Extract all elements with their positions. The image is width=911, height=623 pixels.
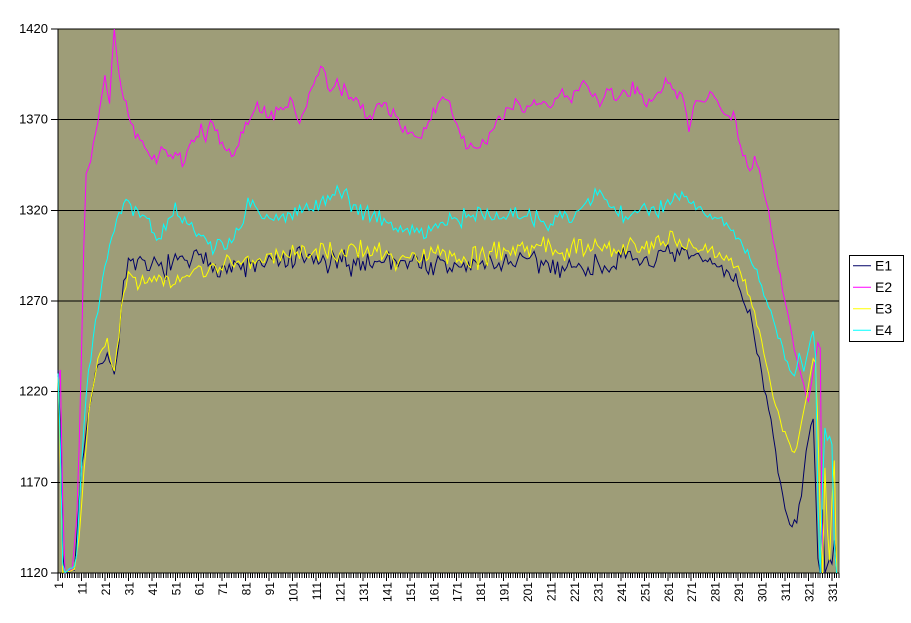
x-tick-label: 211 xyxy=(545,582,559,601)
x-tick-label: 251 xyxy=(638,582,652,602)
x-tick-label: 101 xyxy=(287,582,301,602)
gridlines xyxy=(58,28,839,483)
y-tick-label: 1420 xyxy=(19,21,48,36)
x-tick-label: 11 xyxy=(75,582,89,595)
x-tick-label: 1 xyxy=(52,582,66,589)
x-tick-label: 91 xyxy=(263,582,277,596)
legend-item-label: E1 xyxy=(875,257,892,273)
x-tick-label: 301 xyxy=(756,582,770,602)
x-tick-label: 231 xyxy=(591,582,605,602)
legend-item-label: E4 xyxy=(875,322,892,338)
x-tick-label: 281 xyxy=(709,582,723,602)
x-tick-label: 221 xyxy=(568,582,582,602)
x-tick-label: 291 xyxy=(732,582,746,602)
series-line-e3 xyxy=(57,230,838,574)
x-tick-label: 261 xyxy=(662,582,676,602)
x-tick-label: 141 xyxy=(380,582,394,602)
y-tick-label: 1320 xyxy=(19,202,48,217)
series-line-e2 xyxy=(57,28,824,575)
legend-box xyxy=(849,255,904,342)
y-tick-label: 1120 xyxy=(20,565,48,580)
legend: E1 E2 E3 E4 xyxy=(849,255,904,342)
y-tick-label: 1170 xyxy=(20,474,48,489)
legend-item-label: E2 xyxy=(875,279,892,295)
x-tick-label: 31 xyxy=(122,582,136,596)
x-tick-label: 51 xyxy=(169,582,183,596)
x-tick-label: 81 xyxy=(240,582,254,596)
y-tick-label: 1270 xyxy=(19,293,48,308)
y-tick-label: 1220 xyxy=(19,384,48,399)
x-tick-label: 161 xyxy=(427,582,441,602)
x-tick-label: 121 xyxy=(333,582,347,602)
y-axis-labels: 1120 1170 1220 1270 1320 1370 1420 xyxy=(19,21,48,580)
x-tick-label: 131 xyxy=(357,582,371,602)
legend-item-label: E3 xyxy=(875,300,892,316)
x-tick-label: 241 xyxy=(615,582,629,602)
x-tick-label: 191 xyxy=(498,582,512,602)
x-tick-label: 311 xyxy=(779,582,793,601)
x-tick-label: 71 xyxy=(216,582,230,596)
x-axis-ticks xyxy=(57,573,840,581)
x-tick-label: 201 xyxy=(521,582,535,602)
x-axis-labels: 1 11 21 31 41 51 61 71 81 91 101 111 121 131 141 151 161… xyxy=(52,582,840,602)
x-tick-label: 321 xyxy=(803,582,817,602)
x-tick-label: 41 xyxy=(146,582,160,596)
x-tick-label: 271 xyxy=(685,582,699,602)
x-tick-label: 61 xyxy=(193,582,207,596)
axes xyxy=(51,28,839,574)
y-tick-label: 1370 xyxy=(19,112,48,127)
x-tick-label: 181 xyxy=(474,582,488,602)
series-line-e1 xyxy=(57,242,838,574)
x-tick-label: 151 xyxy=(404,582,418,602)
series-lines xyxy=(57,28,838,575)
x-tick-label: 171 xyxy=(451,582,465,602)
series-line-e4 xyxy=(57,184,838,574)
x-tick-label: 331 xyxy=(826,582,840,602)
x-tick-label: 111 xyxy=(310,582,324,601)
x-tick-label: 21 xyxy=(99,582,113,596)
